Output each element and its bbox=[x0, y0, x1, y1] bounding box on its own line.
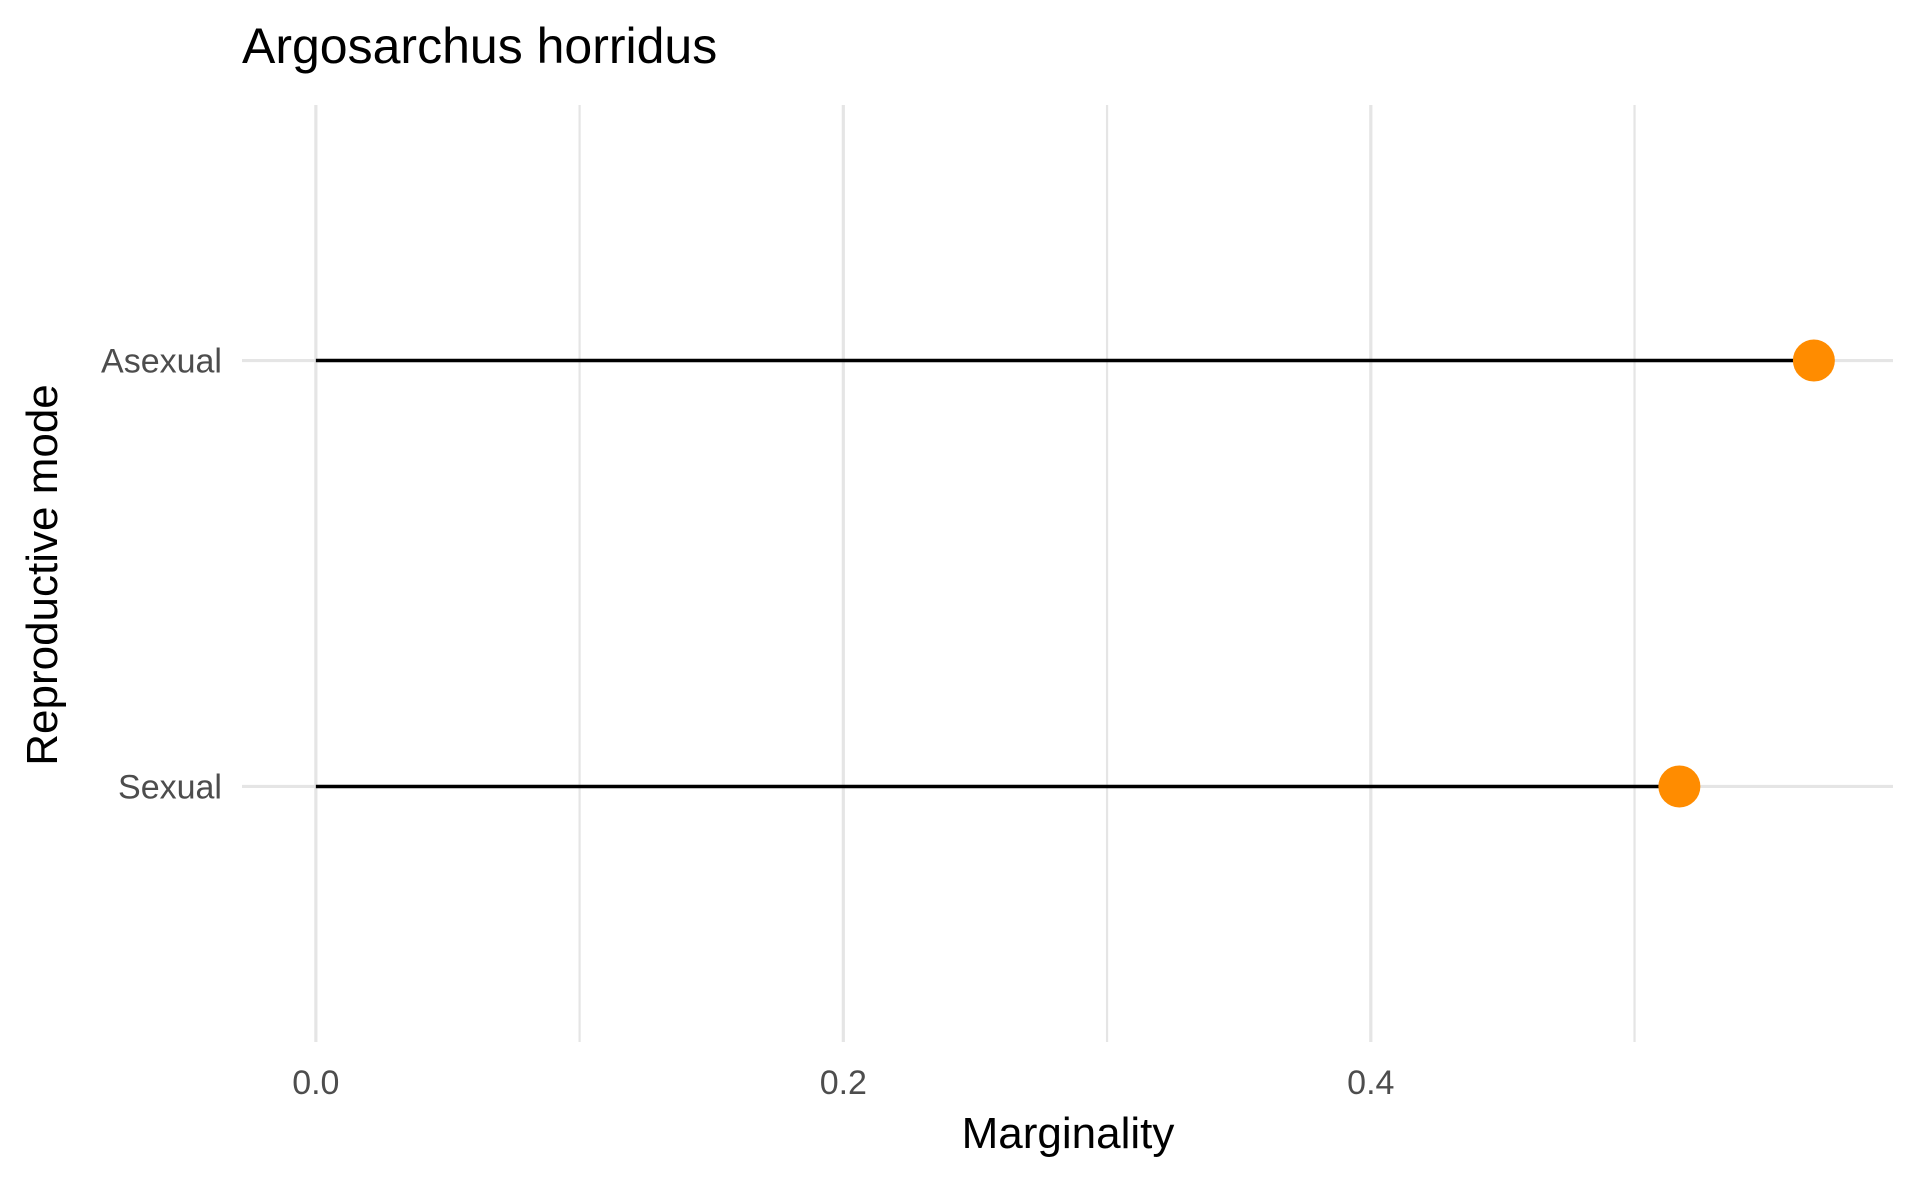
y-tick-label-asexual: Asexual bbox=[101, 343, 222, 381]
x-axis-title: Marginality bbox=[962, 1109, 1175, 1158]
point-asexual bbox=[1792, 339, 1835, 382]
y-axis-title: Reproductive mode bbox=[18, 384, 67, 766]
x-tick-label-1: 0.2 bbox=[820, 1064, 867, 1102]
y-tick-label-sexual: Sexual bbox=[118, 768, 222, 806]
chart-title: Argosarchus horridus bbox=[242, 18, 717, 74]
lollipop-stems bbox=[315, 358, 1814, 789]
y-tick-labels: Asexual Sexual bbox=[101, 343, 222, 807]
grid-lines bbox=[242, 105, 1893, 1042]
x-tick-labels: 0.0 0.2 0.4 bbox=[292, 1064, 1394, 1102]
x-tick-label-0: 0.0 bbox=[292, 1064, 339, 1102]
lollipop-points bbox=[1658, 339, 1835, 808]
x-tick-label-2: 0.4 bbox=[1347, 1064, 1394, 1102]
point-sexual bbox=[1658, 765, 1701, 808]
